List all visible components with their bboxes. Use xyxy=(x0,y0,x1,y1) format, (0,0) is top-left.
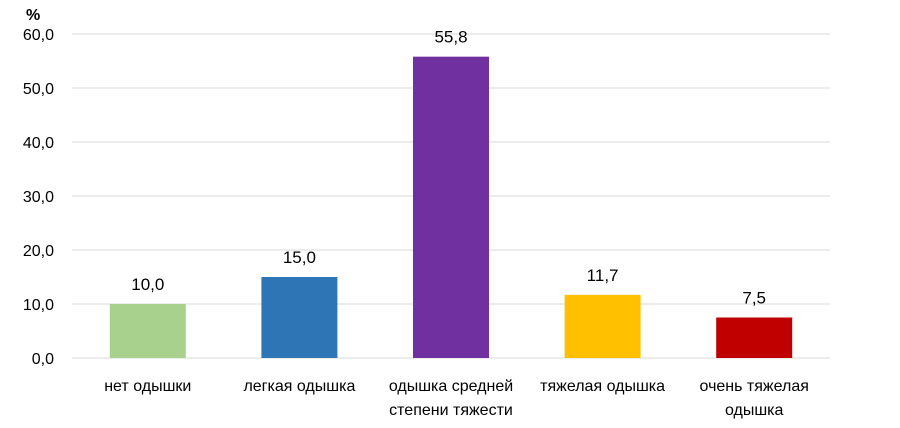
data-labels: 10,0 15,0 55,8 11,7 7,5 xyxy=(131,28,766,308)
data-label: 10,0 xyxy=(131,275,164,294)
category-label: очень тяжелая xyxy=(700,378,809,395)
y-tick-label: 0,0 xyxy=(32,351,54,368)
y-tick-label: 20,0 xyxy=(23,243,54,260)
y-axis-tick-labels: 0,0 10,0 20,0 30,0 40,0 50,0 60,0 xyxy=(23,27,54,368)
category-label: степени тяжести xyxy=(389,402,513,419)
category-label: одышка средней xyxy=(389,378,513,395)
category-label: легкая одышка xyxy=(243,378,355,395)
bars xyxy=(109,56,793,359)
bar xyxy=(564,294,641,358)
bar xyxy=(261,277,338,358)
category-label: тяжелая одышка xyxy=(540,378,665,395)
y-axis-unit-label: % xyxy=(26,7,40,24)
bar xyxy=(716,317,793,358)
bar xyxy=(109,304,186,358)
data-label: 15,0 xyxy=(283,248,316,267)
y-tick-label: 30,0 xyxy=(23,189,54,206)
bar xyxy=(413,56,489,359)
y-tick-label: 40,0 xyxy=(23,135,54,152)
data-label: 11,7 xyxy=(587,266,619,285)
y-tick-label: 60,0 xyxy=(23,27,54,44)
category-label: одышка xyxy=(725,402,784,419)
category-label: нет одышки xyxy=(104,378,191,395)
data-label: 7,5 xyxy=(742,289,766,308)
y-tick-label: 10,0 xyxy=(23,297,54,314)
x-axis-category-labels: нет одышки легкая одышка одышка средней сте… xyxy=(104,378,809,419)
y-tick-label: 50,0 xyxy=(23,81,54,98)
data-label: 55,8 xyxy=(434,28,467,47)
